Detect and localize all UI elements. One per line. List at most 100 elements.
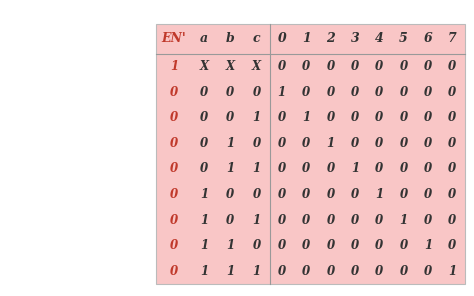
Text: 0: 0: [327, 265, 335, 278]
Text: 0: 0: [375, 86, 383, 99]
Text: 0: 0: [170, 265, 178, 278]
Text: 0: 0: [200, 163, 209, 176]
Text: 1: 1: [200, 214, 209, 227]
Text: 0: 0: [351, 239, 359, 252]
Text: 0: 0: [400, 60, 408, 73]
Text: 0: 0: [424, 214, 432, 227]
Text: 0: 0: [327, 163, 335, 176]
Text: 0: 0: [448, 137, 456, 150]
Text: 0: 0: [327, 214, 335, 227]
Text: 0: 0: [227, 188, 235, 201]
Text: 0: 0: [278, 137, 286, 150]
Text: 0: 0: [424, 163, 432, 176]
Text: 1: 1: [200, 188, 209, 201]
Text: 0: 0: [400, 239, 408, 252]
Text: 0: 0: [400, 188, 408, 201]
Text: 0: 0: [375, 239, 383, 252]
Text: 0: 0: [253, 239, 261, 252]
Text: 0: 0: [448, 163, 456, 176]
Text: 0: 0: [170, 214, 178, 227]
Text: 0: 0: [327, 86, 335, 99]
Text: 7: 7: [448, 32, 457, 45]
Text: 0: 0: [448, 111, 456, 124]
Text: 0: 0: [327, 60, 335, 73]
Text: 0: 0: [170, 188, 178, 201]
Text: 0: 0: [200, 111, 209, 124]
Text: 0: 0: [302, 188, 310, 201]
Text: 5: 5: [399, 32, 408, 45]
Text: 0: 0: [448, 239, 456, 252]
Text: b: b: [226, 32, 235, 45]
Text: 0: 0: [278, 239, 286, 252]
Text: 0: 0: [302, 163, 310, 176]
Text: 0: 0: [302, 137, 310, 150]
Text: 1: 1: [302, 111, 310, 124]
Text: 1: 1: [227, 265, 235, 278]
Text: 1: 1: [227, 137, 235, 150]
Text: 0: 0: [278, 163, 286, 176]
Text: 0: 0: [170, 239, 178, 252]
Text: 0: 0: [375, 137, 383, 150]
Text: 0: 0: [400, 163, 408, 176]
Bar: [156, 24, 465, 284]
Text: 1: 1: [351, 163, 359, 176]
Text: 1: 1: [424, 239, 432, 252]
Text: 0: 0: [375, 111, 383, 124]
Text: 1: 1: [253, 163, 261, 176]
Text: 0: 0: [424, 265, 432, 278]
Text: 1: 1: [200, 239, 209, 252]
Text: 0: 0: [253, 188, 261, 201]
Text: 2: 2: [326, 32, 335, 45]
Text: c: c: [253, 32, 260, 45]
Text: 0: 0: [448, 86, 456, 99]
Text: 0: 0: [448, 188, 456, 201]
Text: 0: 0: [253, 137, 261, 150]
Text: a: a: [200, 32, 209, 45]
Text: 1: 1: [227, 163, 235, 176]
Text: 0: 0: [302, 214, 310, 227]
Text: 0: 0: [424, 137, 432, 150]
Text: 1: 1: [375, 188, 383, 201]
Text: 0: 0: [278, 60, 286, 73]
Text: 0: 0: [375, 60, 383, 73]
Text: X: X: [252, 60, 261, 73]
Text: 0: 0: [448, 214, 456, 227]
Text: 0: 0: [327, 188, 335, 201]
Text: 0: 0: [424, 86, 432, 99]
Text: 0: 0: [253, 86, 261, 99]
Text: 0: 0: [424, 60, 432, 73]
Text: 0: 0: [227, 111, 235, 124]
Text: 0: 0: [227, 86, 235, 99]
Text: 0: 0: [375, 265, 383, 278]
Text: 0: 0: [170, 86, 178, 99]
Text: 0: 0: [278, 188, 286, 201]
Text: X: X: [226, 60, 235, 73]
Text: 0: 0: [400, 111, 408, 124]
Text: 3: 3: [350, 32, 359, 45]
Text: 0: 0: [351, 86, 359, 99]
Text: 1: 1: [253, 214, 261, 227]
Text: 0: 0: [400, 265, 408, 278]
Text: 0: 0: [200, 86, 209, 99]
Text: 1: 1: [170, 60, 178, 73]
Text: 0: 0: [400, 86, 408, 99]
Text: 0: 0: [375, 163, 383, 176]
Text: 6: 6: [424, 32, 432, 45]
Text: 0: 0: [400, 137, 408, 150]
Text: 0: 0: [200, 137, 209, 150]
Text: X: X: [200, 60, 209, 73]
Text: 0: 0: [302, 60, 310, 73]
Text: 0: 0: [351, 214, 359, 227]
Text: 0: 0: [278, 265, 286, 278]
Text: 1: 1: [302, 32, 310, 45]
Text: 0: 0: [424, 111, 432, 124]
Text: 1: 1: [253, 265, 261, 278]
Text: 0: 0: [170, 163, 178, 176]
Text: 1: 1: [200, 265, 209, 278]
Text: 0: 0: [302, 265, 310, 278]
Text: 0: 0: [227, 214, 235, 227]
Text: 0: 0: [302, 86, 310, 99]
Text: 0: 0: [351, 137, 359, 150]
Text: 1: 1: [448, 265, 456, 278]
Text: 0: 0: [375, 214, 383, 227]
